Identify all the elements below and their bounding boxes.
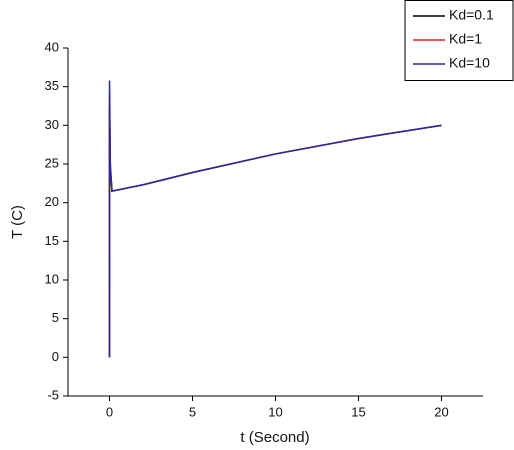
x-tick-label: 10 — [268, 404, 282, 419]
x-tick-label: 20 — [434, 404, 448, 419]
x-tick-label: 0 — [106, 404, 113, 419]
y-tick-label: 0 — [52, 349, 59, 364]
legend-label: Kd=0.1 — [449, 7, 494, 23]
y-tick-label: 35 — [45, 78, 59, 93]
y-tick-label: 20 — [45, 194, 59, 209]
series-line — [108, 80, 442, 358]
x-tick-label: 15 — [351, 404, 365, 419]
x-tick-label: 5 — [189, 404, 196, 419]
legend-box — [404, 0, 514, 81]
y-tick-label: 40 — [45, 39, 59, 54]
y-tick-label: -5 — [47, 387, 59, 402]
y-tick-label: 10 — [45, 271, 59, 286]
y-tick-label: 5 — [52, 310, 59, 325]
y-tick-label: 15 — [45, 233, 59, 248]
series-line — [108, 105, 442, 358]
x-axis-title: t (Second) — [240, 429, 309, 446]
y-tick-label: 25 — [45, 155, 59, 170]
legend-label: Kd=1 — [449, 31, 482, 47]
y-axis-title: T (C) — [9, 205, 26, 239]
y-tick-label: 30 — [45, 117, 59, 132]
legend-label: Kd=10 — [449, 55, 490, 71]
